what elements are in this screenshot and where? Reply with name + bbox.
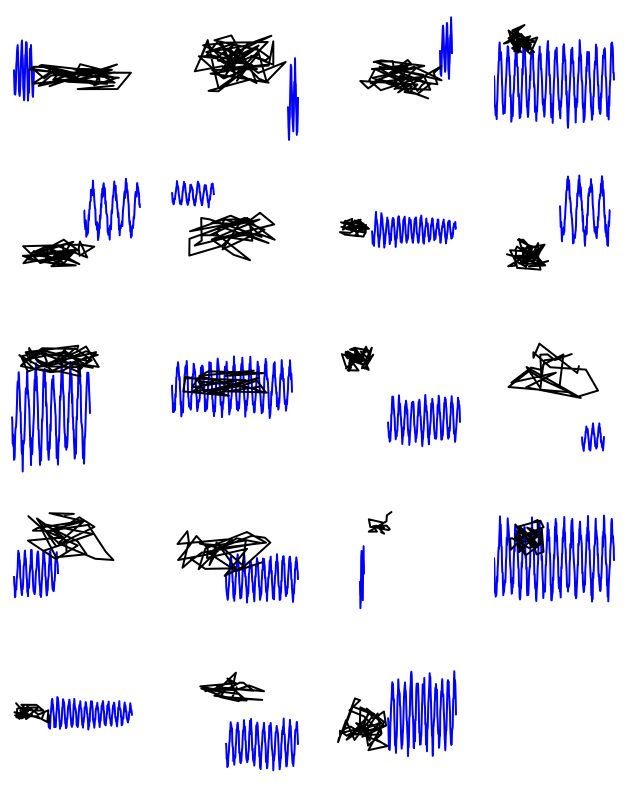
- panel-plot: [193, 34, 299, 141]
- signal-trace: [581, 422, 605, 452]
- panel-plot: [13, 696, 133, 731]
- signal-trace: [225, 717, 299, 772]
- panel-14: [170, 488, 320, 638]
- panel-13: [8, 488, 158, 638]
- panel-plot: [21, 177, 141, 268]
- signal-trace: [47, 696, 133, 731]
- panel-plot: [171, 355, 293, 419]
- signal-trace: [171, 180, 215, 209]
- signal-trace: [494, 39, 615, 129]
- trajectory-trace: [188, 211, 276, 262]
- trajectory-trace: [182, 369, 268, 397]
- trajectory-trace: [359, 59, 443, 100]
- panel-plot: [340, 345, 461, 448]
- signal-trace: [387, 394, 461, 448]
- trajectory-trace: [193, 34, 287, 93]
- panel-5: [8, 170, 158, 320]
- trajectory-trace: [339, 217, 370, 238]
- panel-1: [8, 10, 158, 160]
- signal-trace: [225, 553, 299, 604]
- trajectory-trace: [26, 512, 115, 561]
- trajectory-trace: [28, 63, 132, 91]
- trajectory-trace: [503, 24, 539, 55]
- signal-trace: [371, 210, 457, 249]
- panel-plot: [199, 671, 299, 772]
- panel-9: [8, 330, 158, 480]
- trajectory-trace: [337, 697, 389, 752]
- figure-grid: [8, 10, 636, 772]
- panel-19: [332, 654, 482, 804]
- panel-plot: [359, 511, 393, 610]
- panel-plot: [176, 530, 299, 604]
- panel-15: [332, 488, 482, 638]
- signal-trace: [13, 39, 35, 102]
- signal-trace: [359, 545, 365, 610]
- panel-plot: [359, 16, 453, 100]
- panel-plot: [13, 512, 115, 599]
- panel-16: [494, 488, 636, 638]
- panel-6: [170, 170, 320, 320]
- panel-11: [332, 330, 482, 480]
- trajectory-trace: [199, 671, 265, 703]
- signal-trace: [494, 514, 615, 603]
- panel-2: [170, 10, 320, 160]
- trajectory-trace: [13, 702, 51, 724]
- signal-trace: [287, 57, 299, 141]
- panel-4: [494, 10, 636, 160]
- panel-plot: [506, 174, 611, 271]
- trajectory-trace: [506, 238, 550, 271]
- panel-12: [494, 330, 636, 480]
- signal-trace: [387, 670, 457, 758]
- panel-3: [332, 10, 482, 160]
- panel-plot: [13, 39, 132, 102]
- panel-18: [170, 654, 320, 804]
- panel-17: [8, 654, 158, 804]
- signal-trace: [559, 174, 611, 247]
- trajectory-trace: [340, 345, 375, 373]
- trajectory-trace: [509, 519, 545, 557]
- signal-trace: [83, 177, 141, 241]
- trajectory-trace: [21, 238, 96, 268]
- panel-plot: [337, 670, 457, 758]
- trajectory-trace: [367, 511, 393, 535]
- panel-10: [170, 330, 320, 480]
- panel-plot: [494, 24, 615, 129]
- panel-7: [332, 170, 482, 320]
- panel-8: [494, 170, 636, 320]
- panel-plot: [339, 210, 457, 249]
- panel-plot: [507, 342, 605, 452]
- signal-trace: [11, 358, 91, 473]
- panel-plot: [494, 514, 615, 603]
- trajectory-trace: [507, 342, 599, 399]
- trajectory-trace: [18, 344, 100, 378]
- trajectory-trace: [176, 530, 272, 577]
- panel-plot: [11, 344, 100, 473]
- signal-trace: [439, 16, 453, 80]
- panel-plot: [171, 180, 276, 262]
